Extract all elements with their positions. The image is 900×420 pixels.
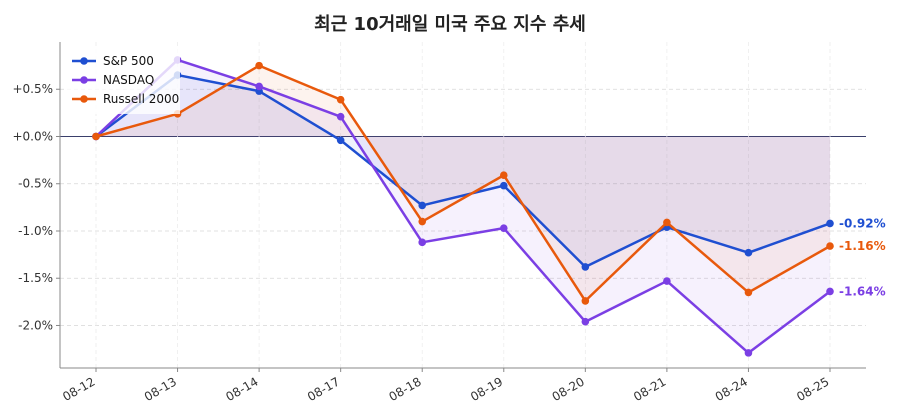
data-point <box>499 181 508 190</box>
data-point <box>581 297 590 305</box>
legend-label: NASDAQ <box>103 73 154 87</box>
legend-label: S&P 500 <box>103 54 154 68</box>
y-tick-label: -2.0% <box>18 318 53 332</box>
x-tick-label: 08-25 <box>794 374 831 404</box>
data-point <box>826 219 834 228</box>
series-line <box>95 73 831 269</box>
data-point <box>581 317 590 326</box>
data-point <box>255 82 263 91</box>
data-point <box>418 201 427 210</box>
legend-swatch-marker <box>80 76 88 84</box>
data-point <box>499 171 508 180</box>
x-tick-label: 08-14 <box>223 374 260 404</box>
series-area <box>96 65 830 301</box>
legend: S&P 500 NASDAQ Russell 2000 <box>64 48 180 114</box>
y-tick-label: +0.5% <box>12 82 53 96</box>
fill-layer <box>96 59 830 353</box>
data-point <box>663 277 671 285</box>
data-point <box>663 218 671 227</box>
series-area <box>96 59 830 353</box>
x-tick-label: 08-12 <box>60 374 97 404</box>
legend-swatch-marker <box>80 95 88 103</box>
end-value-label: -1.64% <box>839 284 886 298</box>
legend-swatch-marker <box>80 57 88 65</box>
x-tick-label: 08-13 <box>142 374 179 404</box>
x-tick-label: 08-17 <box>305 374 342 404</box>
chart-title: 최근 10거래일 미국 주요 지수 추세 <box>314 14 586 35</box>
y-tick-label: -1.0% <box>18 224 53 238</box>
x-tick-label: 08-19 <box>468 374 505 404</box>
y-tick-label: +0.0% <box>12 129 53 143</box>
data-point <box>418 238 427 247</box>
data-point <box>92 132 100 141</box>
x-tick-label: 08-18 <box>387 374 424 404</box>
data-point <box>744 288 753 297</box>
legend-label: Russell 2000 <box>103 92 179 106</box>
data-point <box>499 224 508 232</box>
data-point <box>826 242 834 250</box>
data-point <box>744 349 753 357</box>
series-line <box>95 58 831 355</box>
x-tick-label: 08-24 <box>713 374 750 404</box>
y-tick-label: -0.5% <box>18 177 53 191</box>
series-area <box>96 75 830 267</box>
data-point <box>336 95 345 104</box>
series-layer <box>92 56 834 357</box>
data-point <box>336 112 345 121</box>
end-value-label: -1.16% <box>839 239 886 253</box>
data-point <box>255 61 263 70</box>
data-point <box>418 217 427 226</box>
data-point <box>336 136 345 145</box>
data-point <box>581 263 590 271</box>
end-value-label: -0.92% <box>839 216 886 230</box>
data-point <box>826 287 834 296</box>
grid-layer <box>60 42 866 368</box>
data-point <box>744 248 753 257</box>
series-line <box>95 64 831 303</box>
x-tick-label: 08-20 <box>550 374 587 404</box>
y-tick-label: -1.5% <box>18 271 53 285</box>
x-tick-label: 08-21 <box>631 374 668 404</box>
label-layer: -0.92% -1.64% -1.16% <box>839 216 886 298</box>
